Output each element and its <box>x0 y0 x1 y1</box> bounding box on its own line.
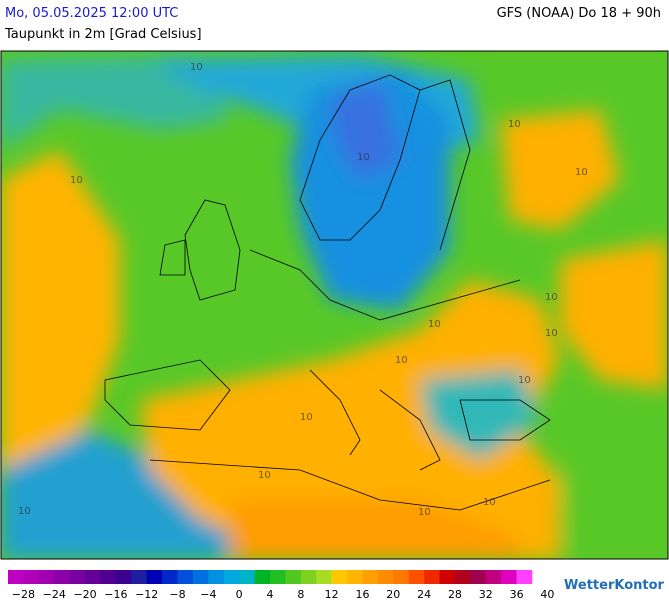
colorbar-label: −4 <box>200 588 216 600</box>
colorbar-swatch <box>223 570 240 584</box>
contour-label: 10 <box>575 167 588 178</box>
colorbar-label: 24 <box>417 588 431 600</box>
colorbar-swatch <box>485 570 502 584</box>
coastlines <box>104 74 551 511</box>
logo: WetterKontor <box>564 578 665 593</box>
colorbar-label: −24 <box>43 588 66 600</box>
datetime: Mo, 05.05.2025 12:00 UTC <box>5 6 179 21</box>
colorbar-swatch <box>393 570 410 584</box>
colorbar-label: 28 <box>448 588 462 600</box>
map-frame <box>0 50 669 560</box>
colorbar-label: −20 <box>73 588 96 600</box>
colorbar-swatch <box>347 570 363 584</box>
contour-label: 10 <box>70 175 83 186</box>
colorbar-label: −12 <box>135 588 158 600</box>
model-run: GFS (NOAA) Do 18 + 90h <box>496 6 661 21</box>
colorbar-swatch <box>131 570 148 584</box>
contour-label: 10 <box>508 119 521 130</box>
colorbar-label: 12 <box>325 588 339 600</box>
contour-label: 10 <box>428 319 441 330</box>
colorbar-label: 8 <box>297 588 304 600</box>
colorbar-swatch <box>8 570 24 584</box>
colorbar-label: −28 <box>12 588 35 600</box>
colorbar-swatch <box>470 570 487 584</box>
colorbar-swatch <box>501 570 517 584</box>
contour-label: 10 <box>258 470 271 481</box>
colorbar-swatch <box>316 570 332 584</box>
colorbar-label: −16 <box>104 588 127 600</box>
contour-label: 10 <box>545 328 558 339</box>
contour-label: 10 <box>357 152 370 163</box>
contour-label: 10 <box>300 412 313 423</box>
colorbar-swatch <box>192 570 209 584</box>
dewpoint-field <box>1 51 668 559</box>
colorbar-swatch <box>454 570 471 584</box>
colorbar-swatch <box>362 570 379 584</box>
subtitle: Taupunkt in 2m [Grad Celsius] <box>5 27 202 42</box>
colorbar-swatch <box>69 570 86 584</box>
colorbar-swatch <box>285 570 302 584</box>
colorbar-swatch <box>146 570 163 584</box>
colorbar-swatch <box>38 570 55 584</box>
colorbar-label: 36 <box>510 588 524 600</box>
contour-label: 10 <box>418 507 431 518</box>
colorbar-swatch <box>408 570 425 584</box>
colorbar-label: 32 <box>479 588 493 600</box>
colorbar-swatch <box>100 570 117 584</box>
colorbar-swatch <box>254 570 271 584</box>
contour-label: 10 <box>545 292 558 303</box>
colorbar-label: 20 <box>386 588 400 600</box>
colorbar-label: 4 <box>267 588 274 600</box>
colorbar-label: 0 <box>236 588 243 600</box>
colorbar-swatch <box>23 570 40 584</box>
colorbar-swatch <box>300 570 317 584</box>
colorbar-swatch <box>115 570 132 584</box>
colorbar-swatch <box>439 570 456 584</box>
colorbar-swatch <box>424 570 440 584</box>
colorbar-swatch <box>177 570 194 584</box>
colorbar-swatch <box>377 570 394 584</box>
colorbar-swatch <box>331 570 348 584</box>
contour-label: 10 <box>190 62 203 73</box>
colorbar-swatch <box>516 570 533 584</box>
colorbar-label: −8 <box>169 588 185 600</box>
colorbar-swatch <box>85 570 101 584</box>
contour-label: 10 <box>395 355 408 366</box>
colorbar-label: 40 <box>540 588 554 600</box>
colorbar-swatch <box>239 570 255 584</box>
colorbar-swatch <box>208 570 225 584</box>
contour-label: 10 <box>18 506 31 517</box>
contour-label: 10 <box>518 375 531 386</box>
colorbar-label: 16 <box>355 588 369 600</box>
colorbar-swatch <box>270 570 286 584</box>
colorbar-swatch <box>162 570 178 584</box>
contour-label: 10 <box>483 497 496 508</box>
colorbar-swatch <box>54 570 70 584</box>
